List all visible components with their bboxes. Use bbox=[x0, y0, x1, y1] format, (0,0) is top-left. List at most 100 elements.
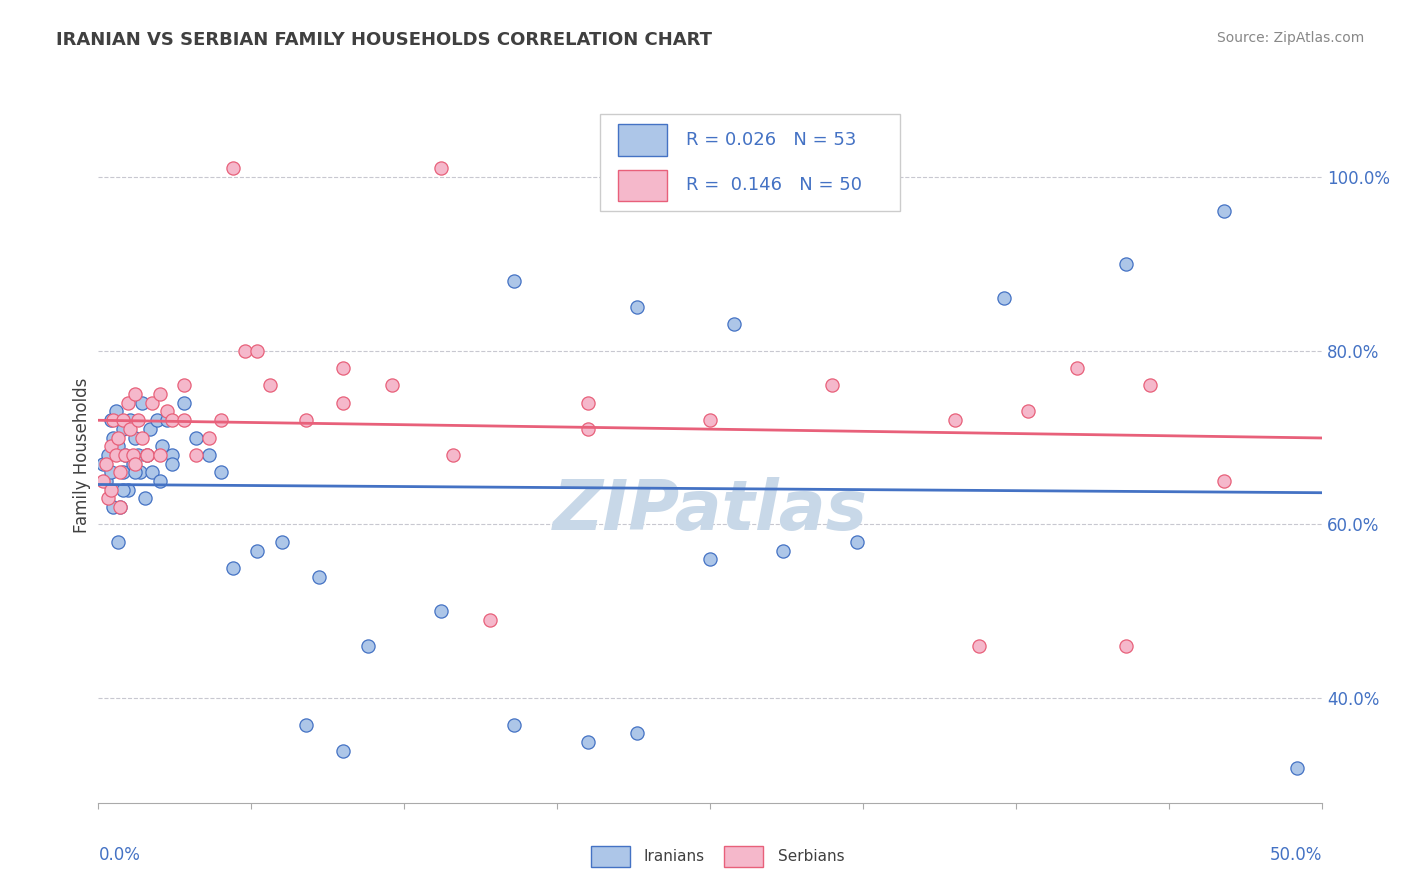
Point bbox=[97, 491, 120, 506]
Point bbox=[129, 466, 152, 480]
Point bbox=[91, 474, 114, 488]
Point bbox=[94, 457, 117, 471]
FancyBboxPatch shape bbox=[619, 124, 668, 156]
Point bbox=[626, 726, 648, 740]
Point bbox=[127, 413, 149, 427]
Point bbox=[197, 430, 219, 444]
Point bbox=[107, 430, 129, 444]
Point bbox=[699, 413, 721, 427]
Point bbox=[124, 387, 146, 401]
Point bbox=[943, 413, 966, 427]
Point bbox=[100, 483, 122, 497]
Point bbox=[97, 448, 120, 462]
Point bbox=[356, 639, 378, 653]
Point bbox=[136, 448, 159, 462]
Point bbox=[1066, 360, 1088, 375]
Text: 0.0%: 0.0% bbox=[98, 847, 141, 864]
Point bbox=[308, 570, 330, 584]
Point bbox=[94, 474, 117, 488]
Point bbox=[111, 422, 134, 436]
Point bbox=[117, 483, 139, 497]
Point bbox=[821, 378, 844, 392]
Point bbox=[121, 448, 143, 462]
Point bbox=[150, 439, 173, 453]
Point bbox=[100, 439, 122, 453]
Point bbox=[332, 395, 354, 409]
Point bbox=[141, 466, 163, 480]
Point bbox=[111, 466, 134, 480]
Point bbox=[1115, 256, 1137, 270]
Point bbox=[139, 422, 162, 436]
Point bbox=[295, 717, 318, 731]
Point bbox=[723, 318, 745, 332]
Point bbox=[107, 439, 129, 453]
Point bbox=[222, 161, 245, 175]
Point bbox=[332, 360, 354, 375]
Point bbox=[156, 404, 179, 418]
Point bbox=[197, 448, 219, 462]
Point bbox=[100, 413, 122, 427]
Text: Iranians: Iranians bbox=[644, 849, 704, 863]
Point bbox=[246, 343, 269, 358]
Point bbox=[131, 395, 153, 409]
Text: R =  0.146   N = 50: R = 0.146 N = 50 bbox=[686, 177, 862, 194]
Point bbox=[160, 457, 183, 471]
Point bbox=[845, 534, 868, 549]
Point bbox=[332, 744, 354, 758]
Point bbox=[124, 457, 146, 471]
Point bbox=[110, 500, 132, 514]
Point bbox=[114, 448, 136, 462]
FancyBboxPatch shape bbox=[591, 846, 630, 867]
Point bbox=[131, 430, 153, 444]
Point bbox=[1212, 204, 1234, 219]
Point bbox=[1115, 639, 1137, 653]
Point bbox=[186, 448, 208, 462]
Point bbox=[503, 274, 526, 288]
Point bbox=[699, 552, 721, 566]
Text: Source: ZipAtlas.com: Source: ZipAtlas.com bbox=[1216, 31, 1364, 45]
Point bbox=[149, 387, 172, 401]
Point bbox=[160, 448, 183, 462]
Point bbox=[149, 448, 172, 462]
Point bbox=[246, 543, 269, 558]
Point bbox=[91, 457, 114, 471]
Point bbox=[101, 500, 124, 514]
Point bbox=[441, 448, 464, 462]
Point bbox=[209, 413, 232, 427]
Point bbox=[110, 466, 132, 480]
Point bbox=[127, 448, 149, 462]
Point bbox=[430, 605, 453, 619]
Point bbox=[186, 430, 208, 444]
Point bbox=[111, 413, 134, 427]
Point bbox=[173, 395, 195, 409]
Point bbox=[101, 413, 124, 427]
Point bbox=[134, 491, 156, 506]
Point bbox=[209, 466, 232, 480]
Point bbox=[381, 378, 404, 392]
Point bbox=[149, 474, 172, 488]
Point bbox=[270, 534, 294, 549]
Point bbox=[993, 291, 1015, 305]
Point bbox=[111, 483, 134, 497]
Point bbox=[233, 343, 256, 358]
Point bbox=[295, 413, 318, 427]
Text: IRANIAN VS SERBIAN FAMILY HOUSEHOLDS CORRELATION CHART: IRANIAN VS SERBIAN FAMILY HOUSEHOLDS COR… bbox=[56, 31, 713, 49]
Point bbox=[1212, 474, 1234, 488]
Point bbox=[160, 413, 183, 427]
Point bbox=[1017, 404, 1039, 418]
Point bbox=[576, 422, 599, 436]
Point bbox=[110, 500, 132, 514]
Text: ZIPatlas: ZIPatlas bbox=[553, 477, 868, 544]
Point bbox=[117, 395, 139, 409]
Point bbox=[173, 413, 195, 427]
Point bbox=[1139, 378, 1161, 392]
Point bbox=[1286, 761, 1309, 775]
Point bbox=[967, 639, 990, 653]
Point bbox=[121, 457, 143, 471]
Point bbox=[120, 413, 142, 427]
FancyBboxPatch shape bbox=[619, 169, 668, 201]
Y-axis label: Family Households: Family Households bbox=[73, 377, 91, 533]
Text: 50.0%: 50.0% bbox=[1270, 847, 1322, 864]
Point bbox=[626, 300, 648, 314]
Point bbox=[136, 448, 159, 462]
